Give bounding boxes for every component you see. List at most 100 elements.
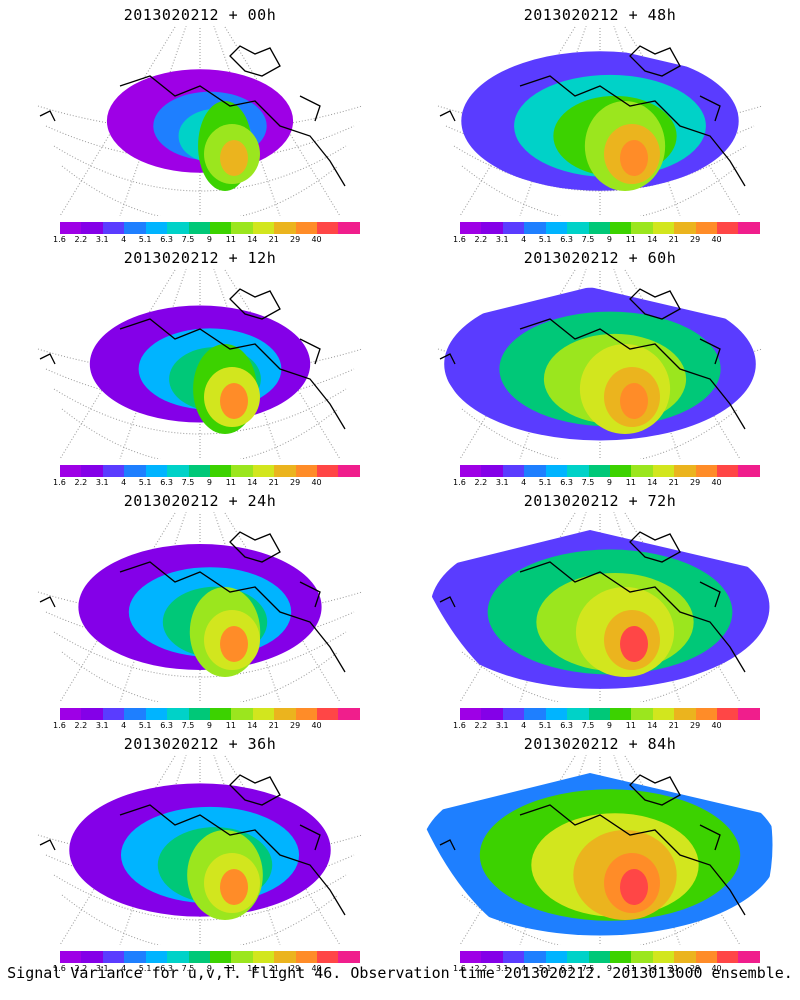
- coastline: [439, 288, 746, 430]
- colorbar-label: 21: [268, 235, 279, 244]
- colorbar-label: 4: [121, 964, 127, 973]
- colorbar-swatch: [274, 708, 296, 720]
- colorbar-label: 2.2: [474, 964, 488, 973]
- colorbar-swatch: [102, 465, 125, 477]
- colorbar-label: 6.3: [560, 478, 573, 487]
- colorbar-label: 4: [521, 478, 527, 487]
- colorbar-swatch: [502, 222, 525, 234]
- colorbar-labels: 1.6 2.2 3.1 4 5.1 6.3 7.5 9 11 14 21 29 40: [450, 964, 750, 974]
- colorbar-swatch: [631, 708, 653, 720]
- coastline: [439, 774, 746, 916]
- colorbar-label: 5.1: [538, 721, 552, 730]
- colorbar-swatch: [652, 465, 675, 477]
- colorbar-swatch: [188, 222, 210, 234]
- colorbar-swatch: [231, 951, 253, 963]
- colorbar-swatch: [274, 222, 296, 234]
- colorbar-label: 5.1: [138, 478, 152, 487]
- colorbar-labels: 1.6 2.2 3.1 4 5.1 6.3 7.5 9 11 14 21 29 40: [450, 478, 750, 488]
- colorbar-label: 3.1: [495, 721, 509, 730]
- colorbar: [60, 951, 360, 963]
- colorbar-swatch: [102, 708, 125, 720]
- colorbar-swatch: [631, 222, 653, 234]
- colorbar-label: 14: [247, 964, 258, 973]
- colorbar-swatch: [609, 708, 632, 720]
- colorbar-labels: 1.6 2.2 3.1 4 5.1 6.3 7.5 9 11 14 21 29 40: [450, 721, 750, 731]
- colorbar-label: 3.1: [95, 478, 109, 487]
- colorbar-swatch: [481, 708, 503, 720]
- coastline: [39, 774, 346, 916]
- coastline: [39, 531, 346, 673]
- colorbar-swatch: [460, 465, 482, 477]
- colorbar-swatch: [231, 222, 253, 234]
- colorbar-label: 14: [247, 235, 258, 244]
- colorbar-label: 2.2: [474, 721, 488, 730]
- colorbar-label: 3.1: [95, 235, 109, 244]
- colorbar-label: 11: [225, 964, 236, 973]
- colorbar-labels: 1.6 2.2 3.1 4 5.1 6.3 7.5 9 11 14 21 29 40: [50, 721, 350, 731]
- colorbar-label: 7.5: [181, 964, 195, 973]
- variance-field: [69, 783, 331, 920]
- colorbar-swatch: [60, 951, 82, 963]
- colorbar-label: 1.6: [53, 964, 66, 973]
- variance-map: [430, 512, 770, 702]
- colorbar-label: 11: [225, 478, 236, 487]
- panel-title: 2013020212 + 24h: [123, 492, 277, 510]
- colorbar-label: 1.6: [453, 721, 466, 730]
- colorbar: [460, 465, 760, 477]
- colorbar-swatch: [252, 951, 275, 963]
- colorbar-swatch: [338, 465, 360, 477]
- colorbar-label: 9: [206, 478, 212, 487]
- colorbar-swatch: [609, 951, 632, 963]
- colorbar-swatch: [567, 465, 589, 477]
- panel-title: 2013020212 + 36h: [123, 735, 277, 753]
- colorbar-swatch: [674, 708, 696, 720]
- colorbar: [60, 708, 360, 720]
- colorbar-swatch: [545, 951, 568, 963]
- colorbar-label: 29: [690, 478, 701, 487]
- colorbar-swatch: [209, 222, 232, 234]
- colorbar-swatch: [652, 951, 675, 963]
- panel-title: 2013020212 + 60h: [523, 249, 677, 267]
- colorbar-swatch: [188, 465, 210, 477]
- colorbar-label: 21: [668, 721, 679, 730]
- colorbar-label: 9: [606, 721, 612, 730]
- colorbar-label: 29: [690, 721, 701, 730]
- colorbar-label: 7.5: [181, 478, 195, 487]
- colorbar: [60, 465, 360, 477]
- colorbar-label: 6.3: [160, 721, 173, 730]
- colorbar: [460, 951, 760, 963]
- colorbar-labels: 1.6 2.2 3.1 4 5.1 6.3 7.5 9 11 14 21 29 40: [50, 964, 350, 974]
- colorbar-label: 2.2: [74, 478, 88, 487]
- colorbar-label: 21: [268, 721, 279, 730]
- colorbar-swatch: [695, 708, 718, 720]
- coastline: [39, 45, 346, 187]
- colorbar-labels: 1.6 2.2 3.1 4 5.1 6.3 7.5 9 11 14 21 29 40: [50, 235, 350, 245]
- map-panel: 2013020212 + 24h 1.6 2.2 3.1 4 5.1 6.3 7.5 9 11 14…: [0, 486, 400, 731]
- colorbar-label: 11: [225, 721, 236, 730]
- panel-title: 2013020212 + 48h: [523, 6, 677, 24]
- colorbar-swatch: [588, 951, 610, 963]
- colorbar-swatch: [124, 465, 146, 477]
- map-panel: 2013020212 + 00h 1.6 2.2 3.1 4 5.1 6.3 7.5 9 11 14…: [0, 0, 400, 245]
- colorbar-label: 7.5: [581, 478, 595, 487]
- colorbar-label: 40: [711, 235, 722, 244]
- colorbar-label: 29: [290, 721, 301, 730]
- colorbar-swatch: [209, 708, 232, 720]
- figure-caption: Signal Variance for u,v,T. Flight 46. Ob…: [7, 964, 793, 982]
- colorbar-swatch: [102, 222, 125, 234]
- variance-map: [37, 26, 363, 216]
- colorbar-label: 29: [290, 964, 301, 973]
- colorbar-label: 11: [625, 721, 636, 730]
- colorbar-swatch: [81, 465, 103, 477]
- colorbar-swatch: [274, 951, 296, 963]
- colorbar-label: 6.3: [560, 721, 573, 730]
- colorbar-label: 6.3: [160, 964, 173, 973]
- colorbar-label: 14: [247, 721, 258, 730]
- colorbar-labels: 1.6 2.2 3.1 4 5.1 6.3 7.5 9 11 14 21 29 40: [450, 235, 750, 245]
- colorbar-label: 29: [290, 235, 301, 244]
- colorbar-label: 11: [625, 964, 636, 973]
- colorbar: [460, 708, 760, 720]
- variance-field: [106, 69, 294, 191]
- colorbar-swatch: [188, 951, 210, 963]
- colorbar-label: 3.1: [95, 721, 109, 730]
